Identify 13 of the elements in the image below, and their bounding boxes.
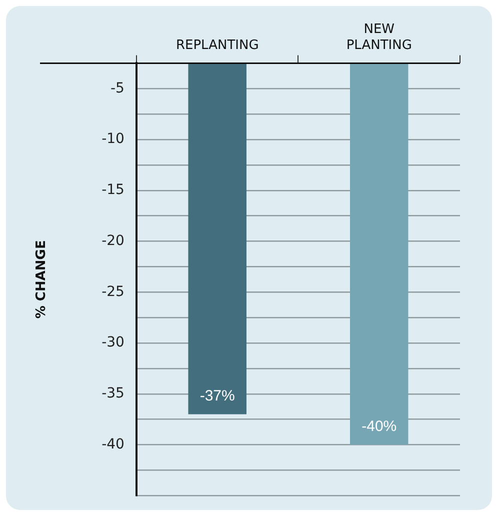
y-axis-title: % CHANGE [34,240,50,319]
data-label: -37% [200,387,235,404]
y-tick-label: -35 [102,386,124,402]
x-tick-label: NEW PLANTING [346,22,412,53]
y-tick-label: -40 [102,436,124,452]
y-tick-label: -5 [110,80,124,96]
y-tick-label: -10 [102,131,124,148]
y-tick-label: -20 [102,232,124,249]
y-tick-label: -15 [102,182,124,198]
x-tick-label: REPLANTING [176,38,259,53]
y-tick-label: -25 [102,284,124,300]
y-tick-label: -30 [102,334,124,351]
data-label: -40% [362,418,397,435]
